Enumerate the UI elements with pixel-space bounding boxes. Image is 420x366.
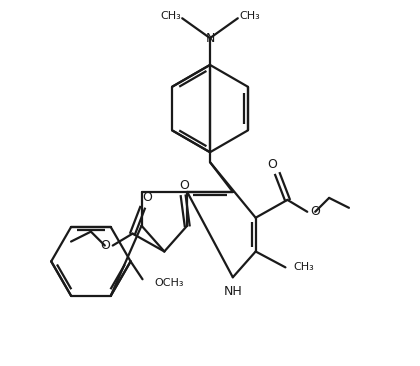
Text: O: O (142, 191, 152, 204)
Text: N: N (205, 31, 215, 45)
Text: O: O (268, 158, 278, 171)
Text: OCH₃: OCH₃ (155, 278, 184, 288)
Text: CH₃: CH₃ (160, 11, 181, 21)
Text: CH₃: CH₃ (239, 11, 260, 21)
Text: NH: NH (223, 285, 242, 298)
Text: O: O (100, 239, 110, 252)
Text: O: O (179, 179, 189, 193)
Text: O: O (310, 205, 320, 218)
Text: CH₃: CH₃ (293, 262, 314, 272)
